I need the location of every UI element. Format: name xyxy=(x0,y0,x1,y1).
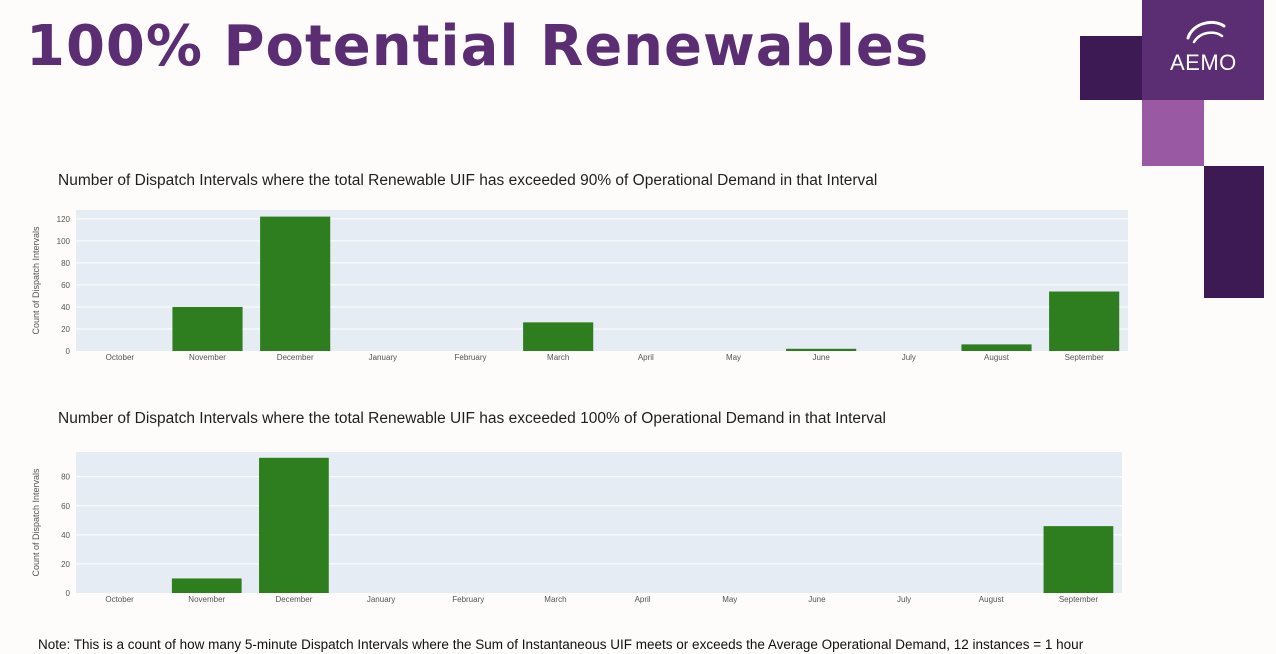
aemo-logo-graphic xyxy=(1080,0,1276,300)
chart1-xtick-label: August xyxy=(984,353,1010,362)
page-title: 100% Potential Renewables xyxy=(26,14,930,79)
chart2-title: Number of Dispatch Intervals where the t… xyxy=(58,410,886,427)
chart2-xtick-label: January xyxy=(367,595,395,604)
chart2-xtick-label: April xyxy=(635,595,651,604)
chart2-xtick-label: December xyxy=(275,595,312,604)
chart2-plot-area xyxy=(76,452,1122,593)
chart2-xtick-label: May xyxy=(722,595,737,604)
chart1-svg: 0 20 40 60 80 100 120 Count of Dispatch Interva… xyxy=(31,210,1128,362)
chart1-xtick-label: March xyxy=(547,353,569,362)
chart1-ytick-label: 120 xyxy=(57,215,71,224)
chart2-ytick-label: 80 xyxy=(61,473,70,482)
footnote: Note: This is a count of how many 5-minu… xyxy=(38,637,1084,652)
aemo-logo-text: AEMO xyxy=(1170,50,1237,75)
chart2-xtick-label: March xyxy=(544,595,566,604)
chart2-xtick-label: August xyxy=(979,595,1005,604)
chart1-bar-november xyxy=(172,306,243,351)
chart2-ytick-label: 60 xyxy=(61,502,70,511)
chart1-ytick-label: 80 xyxy=(61,259,70,268)
chart2-svg: 0 20 40 60 80 Count of Dispatch Intervals Octo… xyxy=(31,452,1122,604)
chart2-ytick-label: 0 xyxy=(66,589,71,598)
chart1-ytick-label: 60 xyxy=(61,281,70,290)
chart1-xtick-label: November xyxy=(189,353,226,362)
chart1-bar-december xyxy=(260,216,331,351)
chart2-ylabel: Count of Dispatch Intervals xyxy=(31,468,41,577)
chart1-xtick-label: January xyxy=(369,353,397,362)
chart2-bar-september xyxy=(1043,526,1114,593)
chart1-ytick-label: 100 xyxy=(57,237,71,246)
aemo-swirl-icon xyxy=(1186,21,1226,44)
logo-block-mid xyxy=(1142,0,1264,100)
chart2-xtick-label: November xyxy=(188,595,225,604)
chart2-xtick-label: September xyxy=(1059,595,1098,604)
chart2-xtick-label: July xyxy=(897,595,911,604)
chart2-bar-november xyxy=(171,578,242,593)
chart1-xtick-label: February xyxy=(454,353,486,362)
chart2-ytick-label: 40 xyxy=(61,531,70,540)
logo-block-dark-left xyxy=(1080,36,1142,100)
chart1-ylabel: Count of Dispatch Intervals xyxy=(31,226,41,335)
chart1-bar-march xyxy=(523,322,594,351)
chart1-xtick-label: May xyxy=(726,353,741,362)
chart1-ytick-label: 40 xyxy=(61,303,70,312)
chart1-xtick-label: October xyxy=(106,353,135,362)
chart1-xtick-label: September xyxy=(1065,353,1104,362)
chart1-xtick-label: April xyxy=(638,353,654,362)
chart2-xtick-label: June xyxy=(808,595,826,604)
chart1-ytick-label: 20 xyxy=(61,325,70,334)
logo-block-light xyxy=(1142,100,1204,166)
logo-block-dark-right xyxy=(1204,166,1264,298)
chart1-xtick-label: July xyxy=(902,353,916,362)
chart1-bar-june xyxy=(786,348,857,351)
chart1-bar-september xyxy=(1049,291,1120,351)
chart1-xtick-label: December xyxy=(277,353,314,362)
chart1-bar-august xyxy=(961,344,1032,351)
chart2-xtick-label: October xyxy=(105,595,134,604)
chart1-ytick-label: 0 xyxy=(66,347,71,356)
chart1-title: Number of Dispatch Intervals where the t… xyxy=(58,172,878,189)
chart2-bar-december xyxy=(259,457,329,593)
chart2-xtick-label: February xyxy=(452,595,484,604)
chart2-ytick-label: 20 xyxy=(61,560,70,569)
chart1-xtick-label: June xyxy=(812,353,830,362)
chart1-plot-area xyxy=(76,210,1128,351)
